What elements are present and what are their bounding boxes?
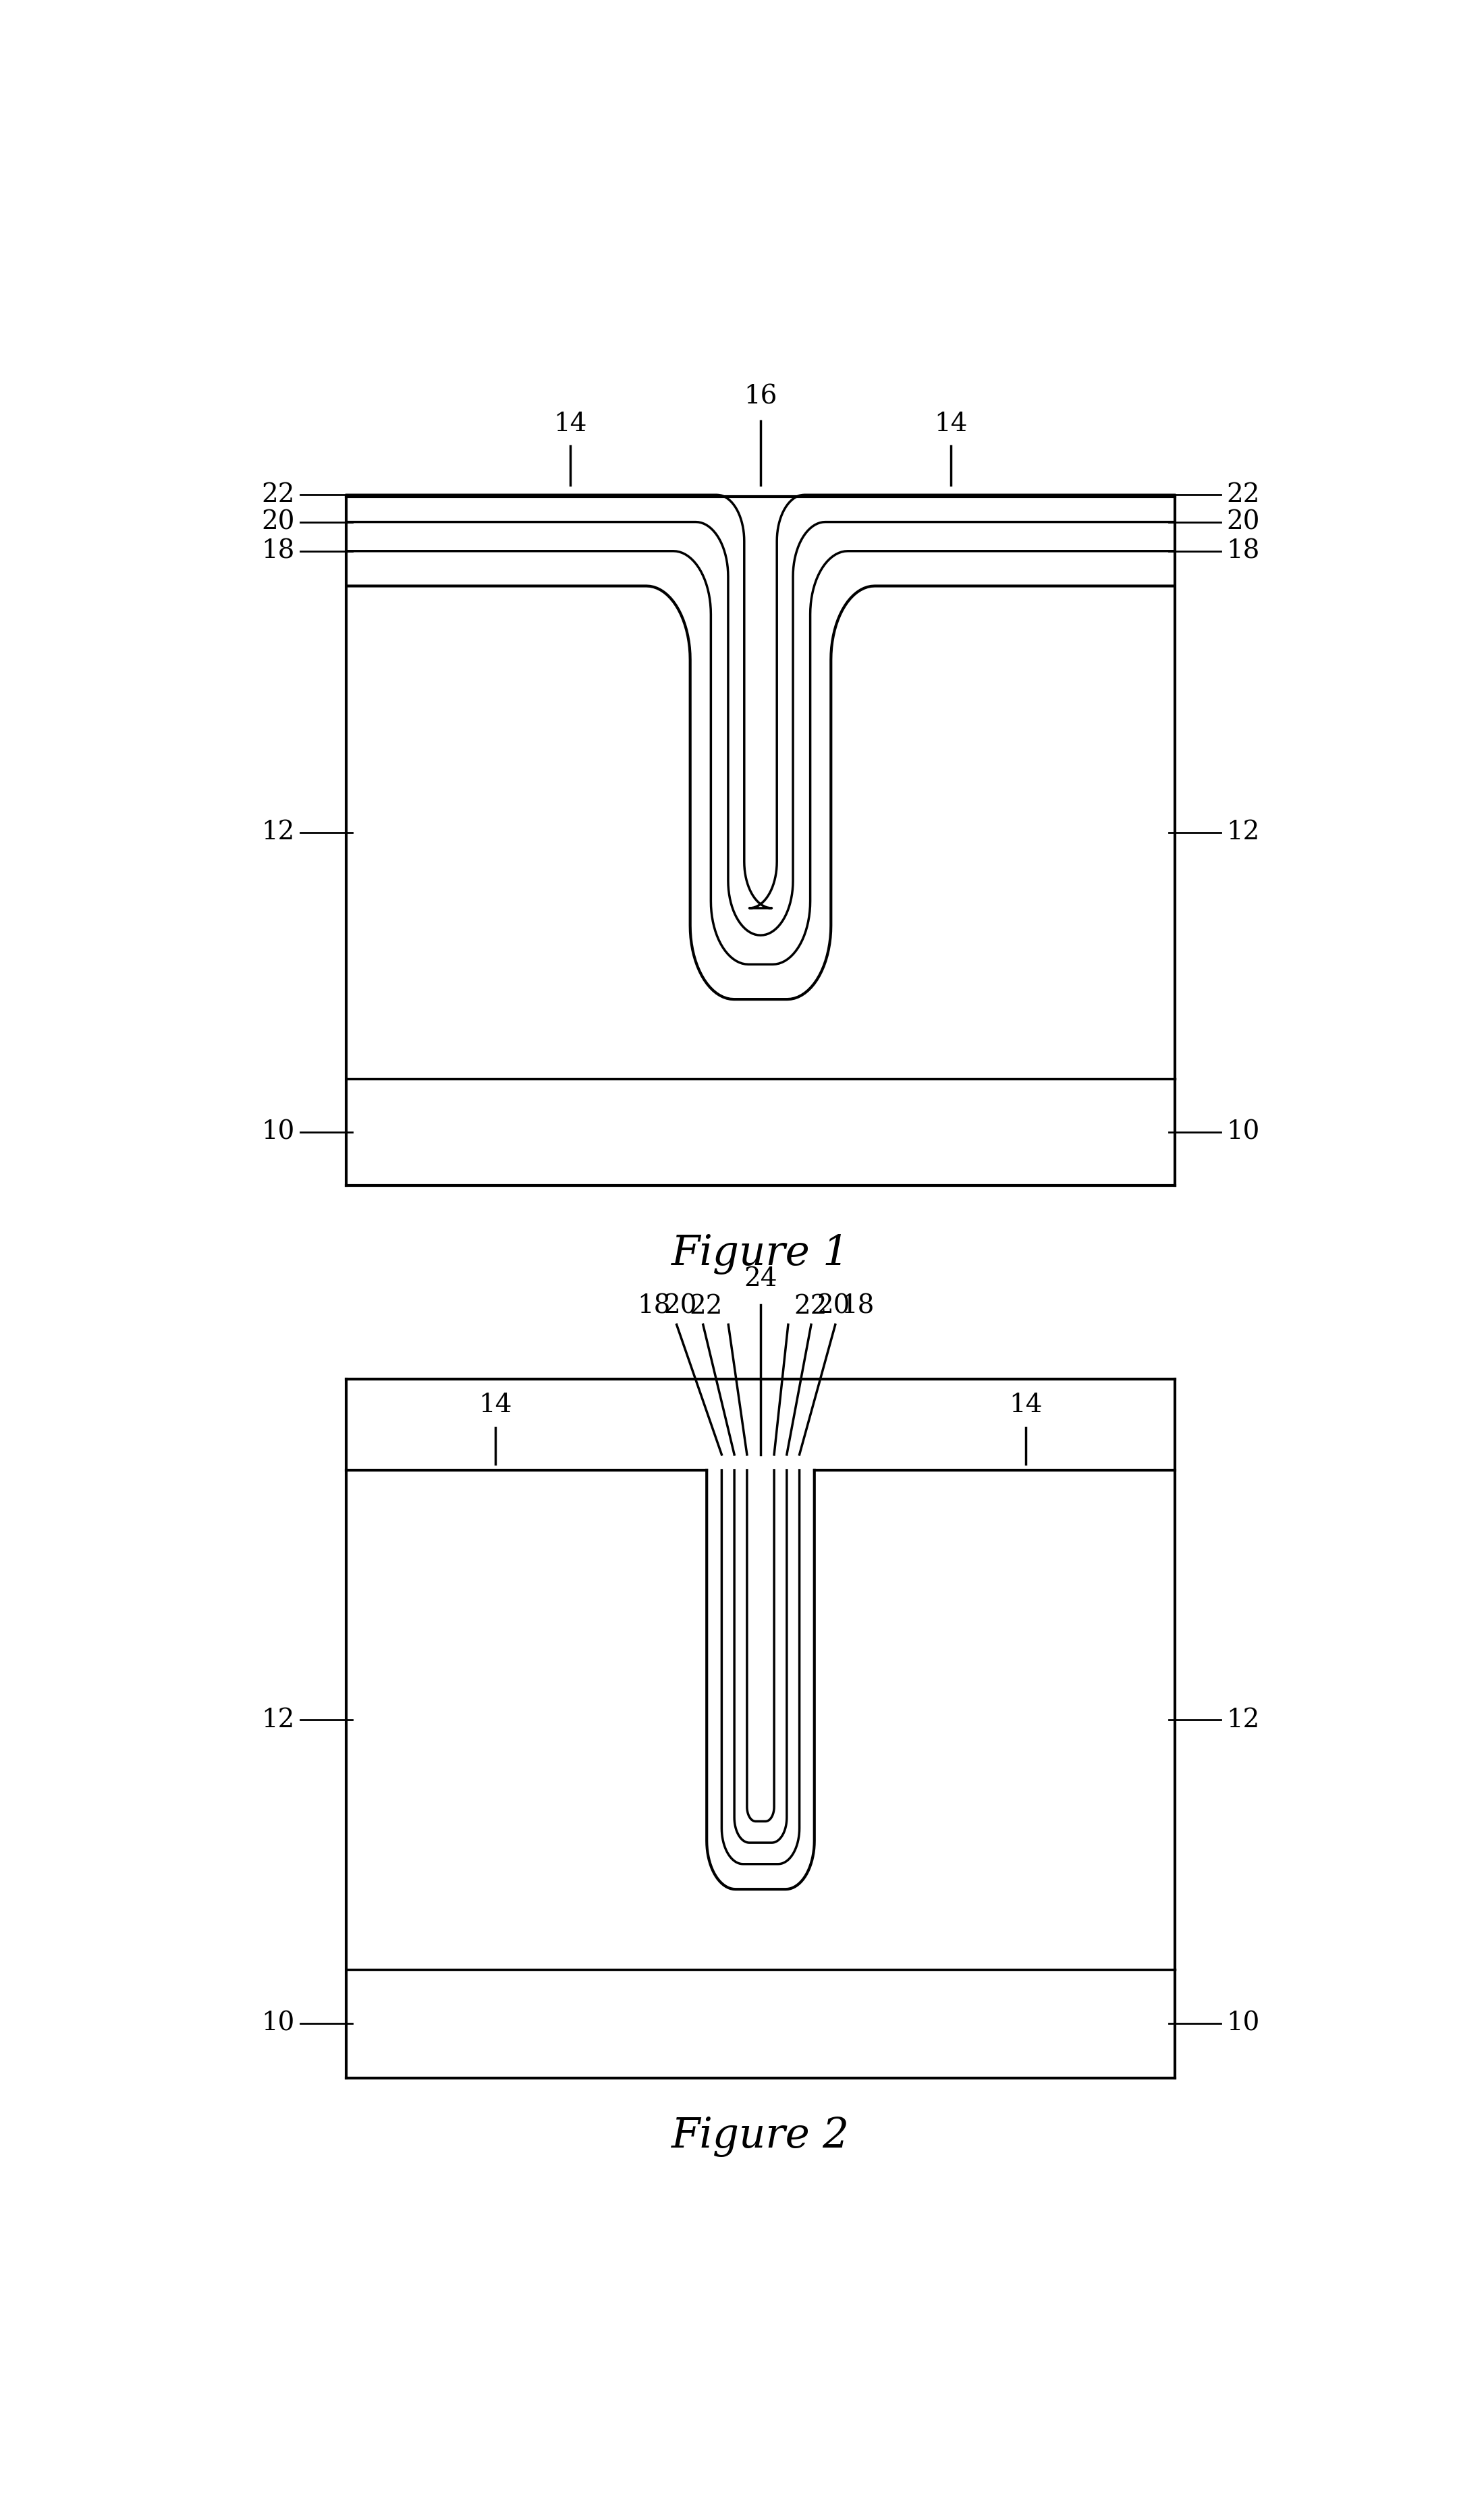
Text: 20: 20 [663, 1293, 697, 1318]
Text: 20: 20 [1226, 509, 1260, 534]
Text: 18: 18 [638, 1293, 671, 1318]
Text: 22: 22 [689, 1293, 723, 1318]
Text: 14: 14 [479, 1394, 512, 1419]
Text: 12: 12 [1226, 1709, 1260, 1731]
Text: 14: 14 [935, 411, 968, 436]
Text: 12: 12 [261, 1709, 295, 1731]
Text: 10: 10 [261, 1119, 295, 1144]
Text: 20: 20 [816, 1293, 850, 1318]
Text: 12: 12 [1226, 819, 1260, 844]
Text: 16: 16 [743, 386, 778, 408]
Text: 22: 22 [1226, 481, 1260, 507]
Text: Figure 1: Figure 1 [671, 1235, 850, 1275]
Text: 22: 22 [261, 481, 295, 507]
Text: 10: 10 [1226, 2011, 1260, 2036]
Text: 18: 18 [841, 1293, 874, 1318]
Text: 20: 20 [261, 509, 295, 534]
Text: 18: 18 [261, 539, 295, 564]
Text: Figure 2: Figure 2 [671, 2117, 850, 2157]
Text: 14: 14 [1009, 1394, 1042, 1419]
Text: 24: 24 [743, 1268, 778, 1293]
Text: 10: 10 [1226, 1119, 1260, 1144]
Text: 18: 18 [1226, 539, 1260, 564]
Text: 10: 10 [261, 2011, 295, 2036]
Text: 12: 12 [261, 819, 295, 844]
Text: 22: 22 [794, 1293, 827, 1318]
Text: 14: 14 [554, 411, 586, 436]
